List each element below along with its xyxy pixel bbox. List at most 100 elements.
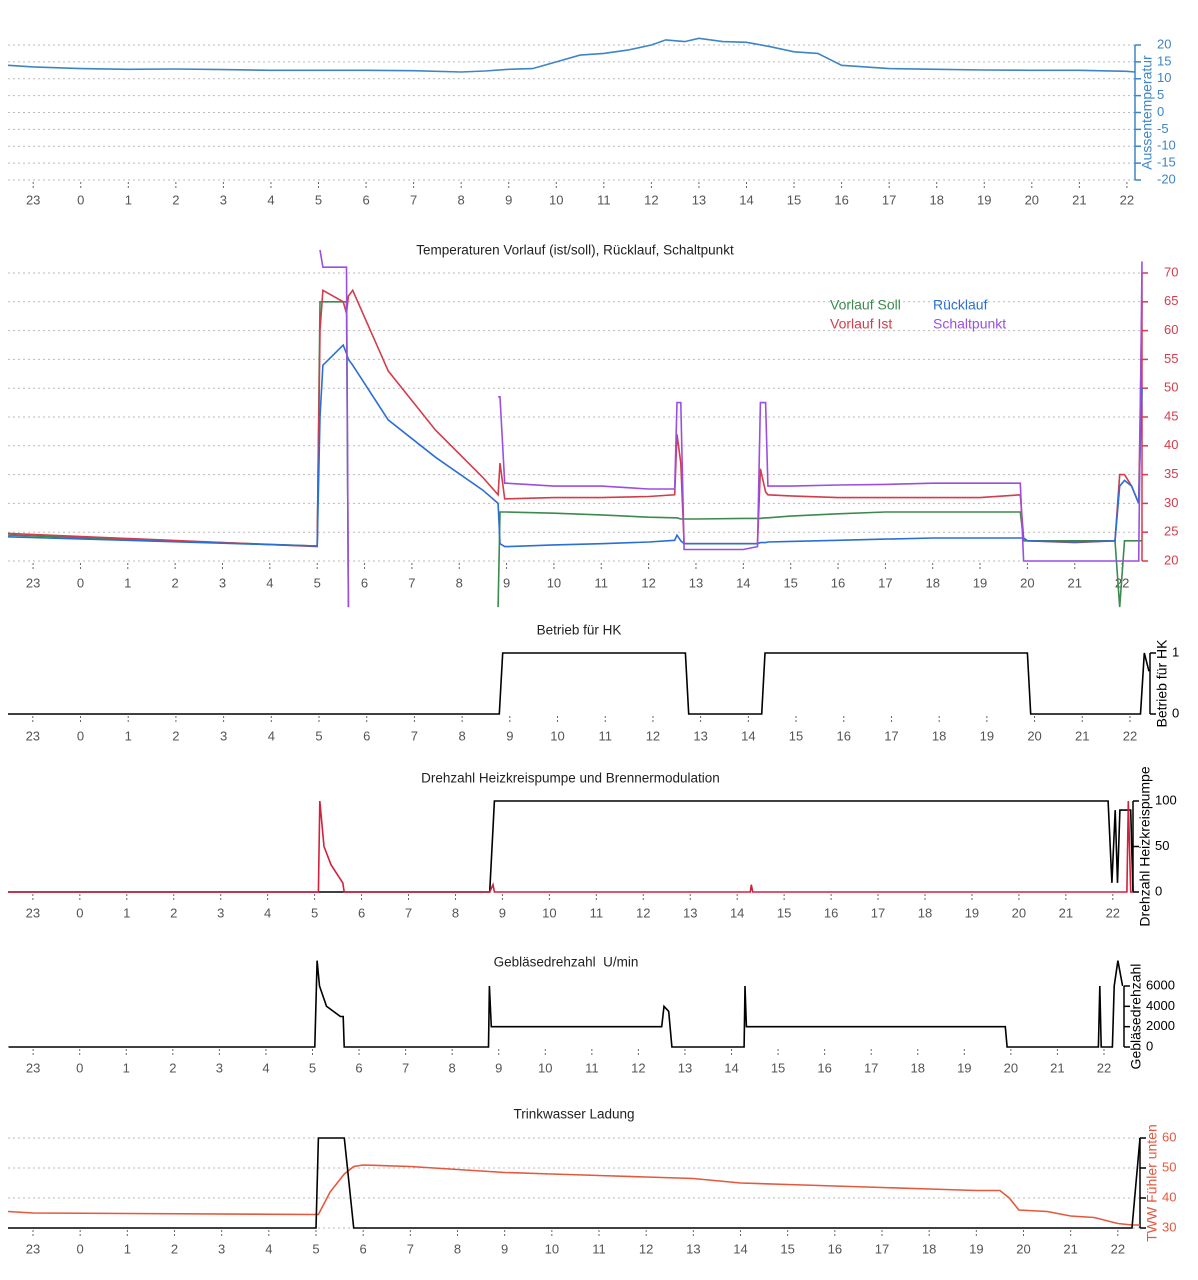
y-tick-label: 20 [1164,552,1178,567]
chart-title: Betrieb für HK [537,623,622,638]
y-tick-label: 40 [1164,437,1178,452]
y-tick-label: 100 [1155,792,1177,807]
x-tick-label: 1 [123,1060,130,1075]
x-tick-label: 4 [268,728,275,743]
x-tick-label: 3 [216,1060,223,1075]
y-tick-label: 30 [1164,495,1178,510]
x-tick-label: 23 [26,1241,40,1256]
y-tick-label: 15 [1157,53,1171,68]
x-tick-label: 15 [777,905,791,920]
y-axis-label: TWW Fühler unten [1144,1124,1160,1241]
y-tick-label: 30 [1162,1219,1176,1234]
x-tick-label: 8 [452,905,459,920]
x-tick-label: 6 [358,905,365,920]
x-tick-label: 0 [77,575,84,590]
y-tick-label: 45 [1164,408,1178,423]
x-tick-label: 1 [125,192,132,207]
x-tick-label: 17 [871,905,885,920]
x-tick-label: 20 [1012,905,1026,920]
x-tick-label: 13 [678,1060,692,1075]
x-tick-label: 10 [538,1060,552,1075]
x-tick-label: 4 [265,1241,272,1256]
x-tick-label: 14 [730,905,744,920]
x-tick-label: 8 [454,1241,461,1256]
x-tick-label: 5 [309,1060,316,1075]
x-tick-label: 4 [267,192,274,207]
x-tick-label: 20 [1016,1241,1030,1256]
x-tick-label: 19 [980,728,994,743]
x-tick-label: 14 [733,1241,747,1256]
x-tick-label: 1 [124,1241,131,1256]
x-tick-label: 4 [266,575,273,590]
y-tick-label: 50 [1162,1159,1176,1174]
x-tick-label: 2 [170,905,177,920]
x-tick-label: 17 [878,575,892,590]
x-tick-label: 0 [77,728,84,743]
x-tick-label: 19 [957,1060,971,1075]
x-tick-label: 21 [1075,728,1089,743]
x-tick-label: 9 [503,575,510,590]
x-tick-label: 22 [1120,192,1134,207]
y-tick-label: 35 [1164,466,1178,481]
x-tick-label: 2 [172,575,179,590]
x-tick-label: 19 [965,905,979,920]
x-tick-label: 6 [363,728,370,743]
x-tick-label: 10 [550,728,564,743]
y-tick-label: 0 [1146,1038,1153,1053]
x-tick-label: 0 [76,905,83,920]
y-tick-label: 25 [1164,524,1178,539]
x-tick-label: 11 [592,1241,606,1256]
x-tick-label: 6 [361,575,368,590]
x-tick-label: 21 [1068,575,1082,590]
y-tick-label: 20 [1157,36,1171,51]
x-tick-label: 18 [922,1241,936,1256]
x-tick-label: 19 [969,1241,983,1256]
y-tick-label: 0 [1172,705,1179,720]
x-tick-label: 23 [26,575,40,590]
x-tick-label: 2 [171,1241,178,1256]
y-axis-label: Aussentemperatur [1139,55,1155,170]
x-tick-label: 7 [411,728,418,743]
x-tick-label: 19 [977,192,991,207]
series-line [8,800,1133,893]
x-tick-label: 14 [741,728,755,743]
x-tick-label: 8 [459,728,466,743]
y-axis-label: Gebläsedrehzahl [1128,964,1144,1070]
x-tick-label: 7 [407,1241,414,1256]
legend-entry: Rücklauf [933,297,988,313]
x-tick-label: 12 [644,192,658,207]
x-tick-label: 7 [408,575,415,590]
chart-title: Drehzahl Heizkreispumpe und Brennermodul… [421,771,720,786]
x-tick-label: 22 [1106,905,1120,920]
x-tick-label: 16 [834,192,848,207]
x-tick-label: 0 [77,192,84,207]
x-tick-label: 5 [312,1241,319,1256]
series-line [7,1164,1140,1226]
y-tick-label: 55 [1164,351,1178,366]
y-axis-label: Drehzahl Heizkreispumpe [1137,766,1153,927]
x-tick-label: 16 [817,1060,831,1075]
x-tick-label: 2 [169,1060,176,1075]
x-tick-label: 17 [864,1060,878,1075]
y-tick-label: -5 [1157,121,1169,136]
x-tick-label: 20 [1004,1060,1018,1075]
x-tick-label: 10 [542,905,556,920]
x-tick-label: 2 [172,728,179,743]
x-tick-label: 6 [362,192,369,207]
y-tick-label: 2000 [1146,1018,1175,1033]
series-line [7,37,1136,73]
x-tick-label: 16 [824,905,838,920]
x-tick-label: 13 [686,1241,700,1256]
x-tick-label: 3 [219,575,226,590]
x-tick-label: 15 [789,728,803,743]
series-line [8,1137,1141,1229]
y-tick-label: 1 [1172,644,1179,659]
y-tick-label: 60 [1164,322,1178,337]
x-tick-label: 13 [692,192,706,207]
x-tick-label: 18 [929,192,943,207]
x-tick-label: 1 [123,905,130,920]
x-tick-label: 11 [597,192,611,207]
x-tick-label: 20 [1020,575,1034,590]
x-tick-label: 11 [598,728,612,743]
